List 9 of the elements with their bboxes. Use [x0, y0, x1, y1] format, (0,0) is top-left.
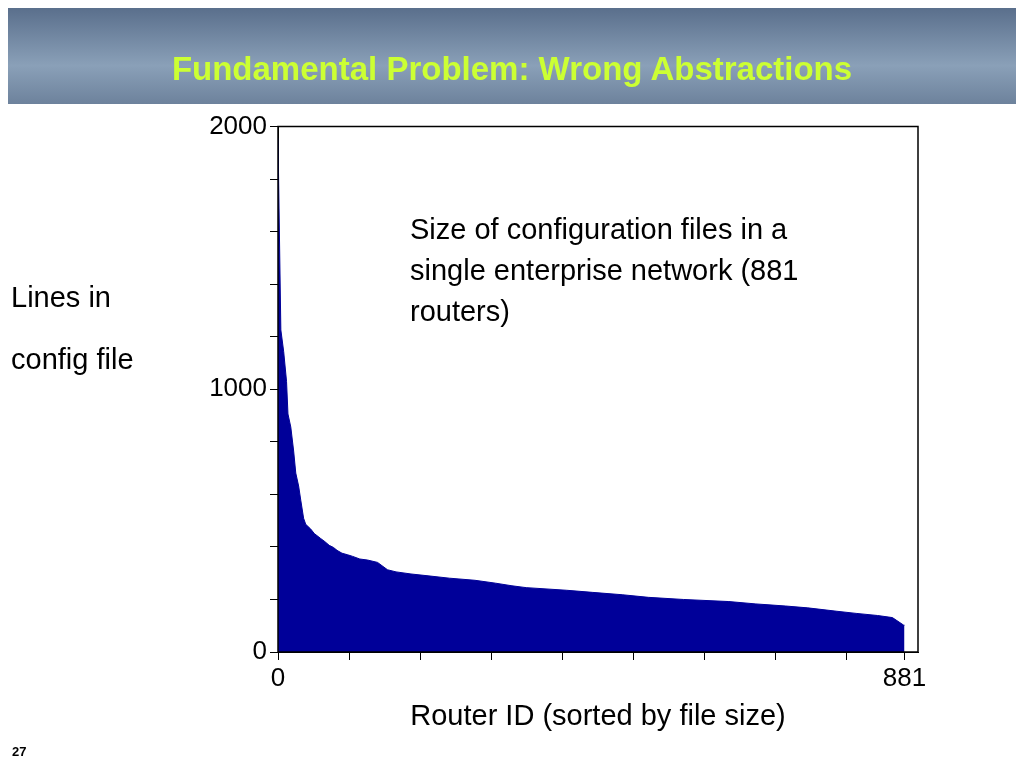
y-tick-label: 1000 — [209, 372, 267, 403]
y-axis-title: Lines in config file — [11, 280, 134, 377]
chart-title: Fundamental Problem: Wrong Abstractions — [170, 50, 854, 88]
x-axis-title: Router ID (sorted by file size) — [410, 698, 786, 731]
x-tick-label: 881 — [882, 661, 927, 692]
y-tick-label: 0 — [252, 635, 267, 666]
text: 27 — [12, 744, 27, 759]
annotation: Size of configuration files in a single enterprise network (881 routers) — [410, 213, 799, 328]
y-tick-label: 2000 — [209, 109, 267, 140]
